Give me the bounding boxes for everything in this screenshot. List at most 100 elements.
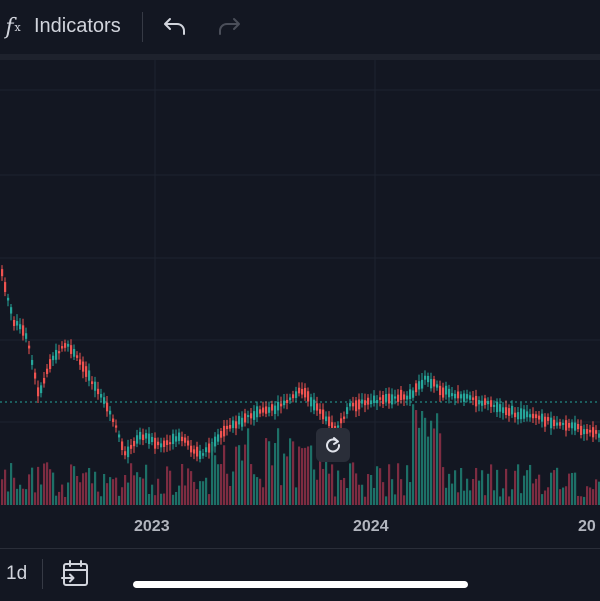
volume-bar	[448, 473, 451, 505]
candle-body	[79, 359, 82, 365]
candle-body	[85, 366, 88, 377]
candle-body	[34, 372, 37, 379]
candle-body	[400, 389, 403, 401]
candle-body	[442, 387, 445, 398]
volume-bar	[346, 488, 349, 505]
chart-canvas[interactable]	[0, 60, 600, 547]
candle-body	[7, 297, 10, 301]
candle-body	[436, 384, 439, 388]
candle-body	[271, 404, 274, 411]
volume-bar	[202, 481, 205, 505]
volume-bar	[46, 462, 49, 505]
time-label-2023: 2023	[134, 518, 170, 535]
volume-bar	[379, 468, 382, 505]
volume-bar	[142, 478, 145, 505]
volume-bar	[502, 488, 505, 505]
candle-body	[535, 414, 538, 419]
candle-body	[397, 394, 400, 402]
candle-body	[100, 394, 103, 398]
volume-bar	[184, 485, 187, 505]
volume-bar	[439, 433, 442, 505]
undo-icon[interactable]	[160, 10, 190, 42]
candle-body	[523, 409, 526, 419]
volume-bar	[196, 489, 199, 505]
candle-body	[361, 399, 364, 404]
volume-bar	[169, 470, 172, 505]
volume-bar	[328, 473, 331, 505]
redo-icon[interactable]	[214, 10, 244, 42]
candle-body	[598, 433, 600, 438]
candle-body	[139, 431, 142, 440]
candle-body	[373, 395, 376, 403]
volume-bar	[568, 473, 571, 505]
interval-button[interactable]: 1d	[6, 563, 28, 584]
candle-body	[64, 343, 67, 348]
reset-chart-button[interactable]	[316, 428, 350, 462]
candle-body	[355, 400, 358, 412]
volume-bar	[133, 475, 136, 505]
volume-bar	[115, 477, 118, 505]
volume-bar	[592, 489, 595, 505]
volume-bar	[553, 470, 556, 505]
volume-bar	[544, 490, 547, 505]
candle-body	[208, 443, 211, 453]
indicators-button[interactable]: Indicators	[34, 15, 121, 37]
candle-body	[577, 423, 580, 430]
candle-body	[166, 440, 169, 446]
candle-body	[16, 321, 19, 326]
volume-bar	[541, 494, 544, 505]
candle-body	[133, 441, 136, 447]
candle-body	[157, 441, 160, 446]
volume-bar	[136, 472, 139, 505]
volume-bar	[577, 495, 580, 505]
volume-bar	[310, 445, 313, 505]
goto-date-icon[interactable]	[60, 558, 92, 590]
volume-bar	[538, 474, 541, 505]
candle-body	[1, 269, 4, 277]
candle-body	[415, 383, 418, 393]
candle-body	[229, 424, 232, 429]
candle-body	[319, 409, 322, 414]
volume-bar	[475, 467, 478, 505]
volume-bar	[526, 470, 529, 505]
candle-body	[520, 408, 523, 420]
candle-body	[52, 355, 55, 361]
candle-body	[466, 394, 469, 399]
price-chart[interactable]	[0, 60, 600, 547]
candle-body	[46, 368, 49, 374]
candle-body	[103, 397, 106, 404]
volume-bar	[574, 472, 577, 505]
candle-body	[538, 415, 541, 420]
candle-body	[340, 418, 343, 424]
volume-bar	[199, 481, 202, 505]
candle-body	[280, 403, 283, 407]
volume-bar	[562, 487, 565, 505]
volume-bar	[226, 473, 229, 505]
volume-bar	[289, 438, 292, 505]
candle-body	[58, 351, 61, 354]
volume-bar	[85, 472, 88, 505]
volume-bar	[70, 464, 73, 505]
candle-body	[412, 390, 415, 398]
volume-bar	[400, 479, 403, 505]
volume-bar	[388, 464, 391, 505]
candle-body	[124, 451, 127, 456]
candle-body	[430, 378, 433, 389]
volume-bar	[523, 475, 526, 505]
volume-bar	[205, 477, 208, 505]
candle-body	[526, 411, 529, 418]
volume-bar	[520, 493, 523, 505]
volume-bar	[208, 494, 211, 505]
volume-bar	[103, 473, 106, 505]
volume-bar	[1, 479, 4, 505]
candle-body	[43, 377, 46, 384]
volume-bar	[127, 482, 130, 505]
volume-bar	[517, 464, 520, 505]
candle-body	[148, 433, 151, 444]
candle-body	[346, 407, 349, 415]
candle-body	[427, 375, 430, 383]
volume-bar	[262, 487, 265, 505]
candle-body	[193, 449, 196, 454]
candle-body	[145, 433, 148, 439]
